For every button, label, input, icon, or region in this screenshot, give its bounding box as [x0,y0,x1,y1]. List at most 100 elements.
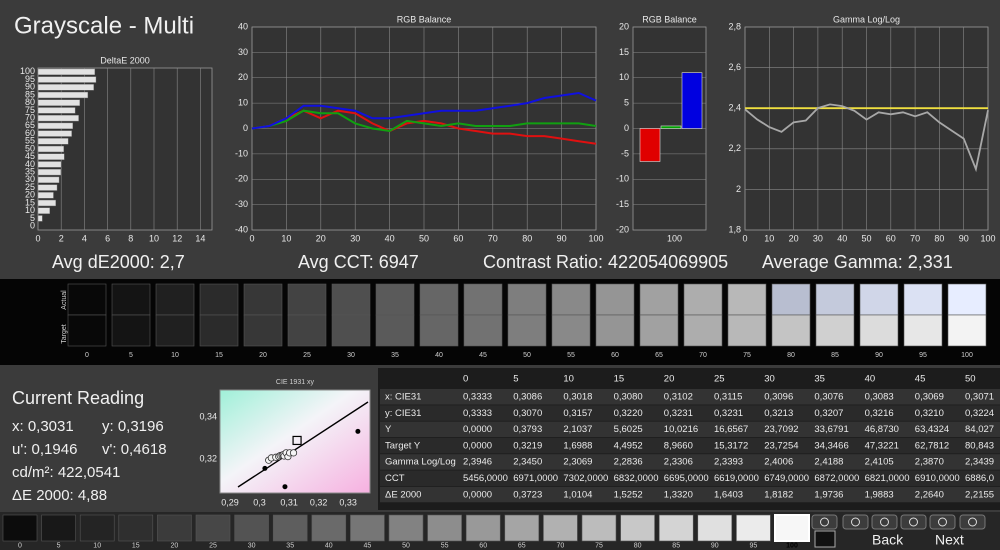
series-line [251,109,597,133]
icon-button[interactable] [959,514,986,530]
level-button[interactable] [350,514,385,542]
target-swatch [155,314,195,347]
bar [37,122,73,129]
table-cell: 84,027 [965,424,994,435]
y-tick-label: 10 [619,72,629,82]
target-swatch [639,314,679,347]
table-cell: 23,7092 [764,424,798,435]
level-button[interactable] [2,514,38,542]
actual-swatch [243,283,283,316]
stop-button[interactable] [814,530,836,548]
level-label: 70 [557,542,565,549]
y-tick-label: 100 [20,66,35,76]
x-tick-label: 0 [35,233,40,243]
level-button[interactable] [118,514,154,542]
reference-point [262,465,268,471]
level-button[interactable] [736,514,771,542]
bar [37,184,58,191]
level-label: 95 [750,542,758,549]
cie-plot [219,389,371,494]
swatch-label: 30 [347,352,355,359]
table-cell: 0,3793 [513,424,542,435]
x-tick-label: 4 [82,233,87,243]
level-button[interactable] [79,514,115,542]
x-tick-label: 2 [59,233,64,243]
x-tick-label: 50 [861,233,871,243]
y-tick-label: 0,32 [199,454,217,464]
level-button[interactable] [620,514,655,542]
swatch-label: 35 [391,352,399,359]
bar [37,192,54,199]
y-tick-label: 30 [238,47,248,57]
level-label: 50 [402,542,410,549]
level-label: 90 [711,542,719,549]
bar [681,72,703,129]
y-tick-label: -20 [616,224,629,234]
y-tick-label: 45 [25,151,35,161]
x-tick-label: 20 [316,233,326,243]
table-cell: 2,2640 [915,489,944,500]
x-tick-label: 70 [910,233,920,243]
level-button[interactable] [774,514,810,542]
x-tick-label: 50 [419,233,429,243]
row-header: CCT [385,473,405,484]
table-header: 30 [764,374,775,385]
reference-point [355,428,361,434]
swatch-label: 90 [875,352,883,359]
table-header: 40 [865,374,876,385]
icon [938,517,947,527]
table-row [380,421,1000,438]
icon-button[interactable] [929,514,956,530]
level-button[interactable] [157,514,192,542]
table-cell: 23,7254 [764,440,798,451]
target-swatch [111,314,151,347]
target-swatch [683,314,723,347]
table-cell: 1,5252 [614,489,643,500]
y-tick-label: -5 [621,148,629,158]
level-button[interactable] [465,514,501,542]
table-cell: 0,3069 [915,392,944,403]
table-cell: 34,3466 [814,440,848,451]
icon-button[interactable] [900,514,927,530]
icon [880,517,889,527]
level-button[interactable] [41,514,76,542]
bar [37,115,79,122]
stat: Avg dE2000: 2,7 [52,252,185,272]
x-tick-label: 60 [453,233,463,243]
bar [37,161,62,168]
y-tick-label: 1,8 [728,224,741,234]
level-button[interactable] [195,514,231,542]
actual-swatch [507,283,547,316]
back-button[interactable]: Back [872,532,904,548]
icon-button[interactable] [842,514,869,530]
swatch-label: 0 [85,352,89,359]
icon-button[interactable] [811,514,838,530]
x-tick-label: 80 [934,233,944,243]
x-tick-label: 90 [557,233,567,243]
bar [37,215,43,222]
table-cell: 2,3450 [513,457,542,468]
next-button[interactable]: Next [935,532,964,548]
level-button[interactable] [272,514,308,542]
table-cell: 0,3083 [865,392,894,403]
y-tick-label: 90 [25,82,35,92]
y-tick-label: 20 [25,190,35,200]
table-cell: 7302,0000 [563,473,608,484]
level-button[interactable] [427,514,462,542]
level-button[interactable] [234,514,269,542]
level-button[interactable] [311,514,347,542]
stat: Average Gamma: 2,331 [762,252,953,272]
level-button[interactable] [543,514,578,542]
level-button[interactable] [504,514,540,542]
table-cell: 0,3207 [814,408,843,419]
level-button[interactable] [581,514,617,542]
table-cell: 1,9736 [814,489,843,500]
level-button[interactable] [658,514,694,542]
level-button[interactable] [697,514,733,542]
icon-button[interactable] [871,514,898,530]
series-line [251,109,597,145]
table-cell: 1,9883 [865,489,894,500]
level-button[interactable] [388,514,424,542]
row-header: x: CIE31 [385,392,421,403]
x-tick-label: 40 [837,233,847,243]
